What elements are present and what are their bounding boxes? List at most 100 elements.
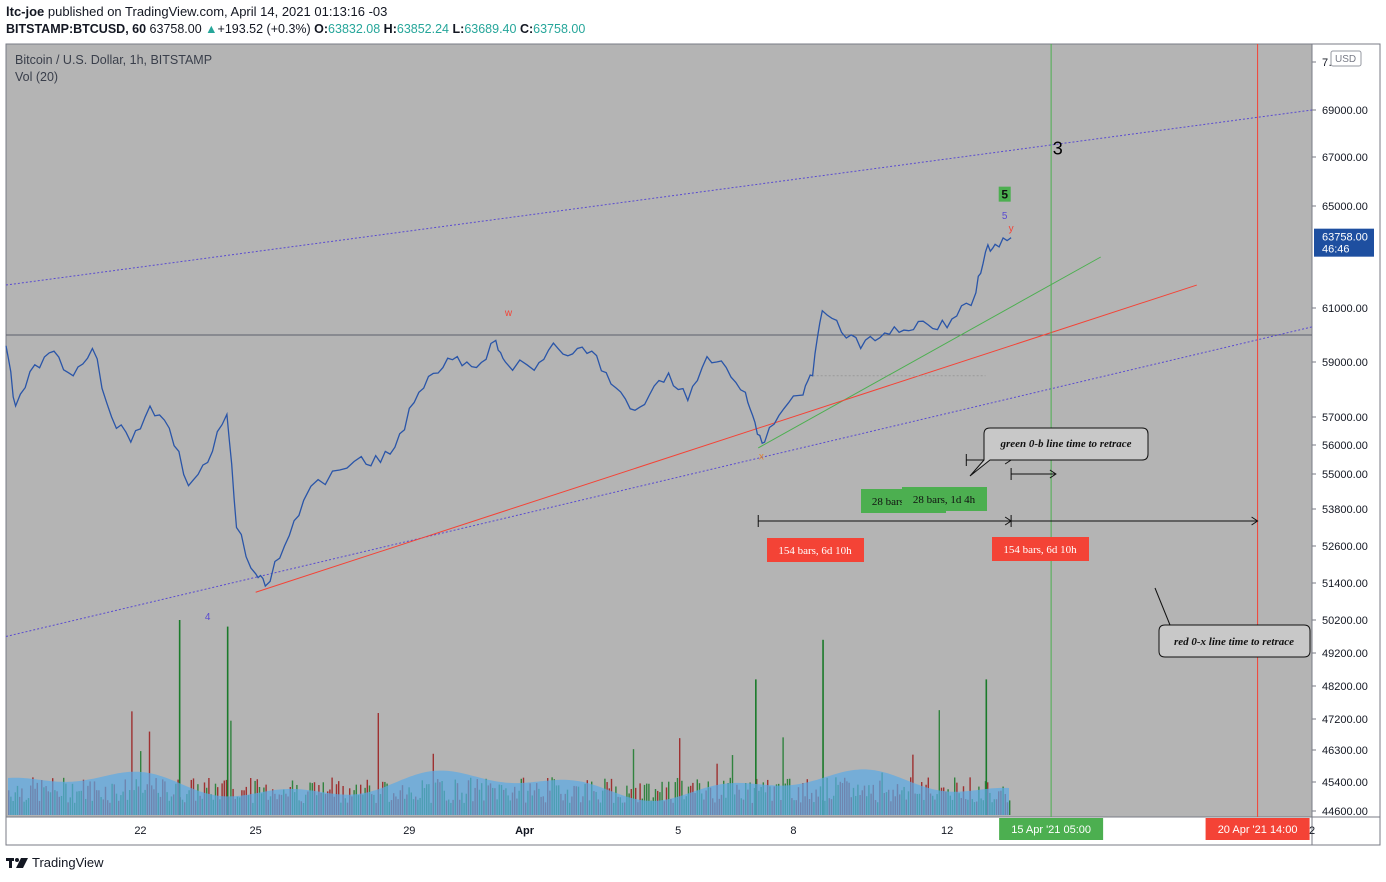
y-tick-label: 52600.00 [1322,541,1368,553]
x-tick-label: Apr [515,825,535,837]
chart-legend-title: Bitcoin / U.S. Dollar, 1h, BITSTAMP [15,53,213,67]
y-tick-label: 67000.00 [1322,152,1368,164]
volume-bar [632,749,635,815]
measure-arrow-red-2-head [1251,516,1259,526]
volume-spike-bar [178,620,181,815]
measure-label-green-2: 28 bars, 1d 4h [913,494,976,506]
symbol-label: BITSTAMP:BTCUSD, 60 [6,22,147,36]
volume-bar [646,783,648,815]
wave-label-5-box [998,186,1011,202]
current-price-label: 63758.00 [1322,232,1368,244]
y-tick-label: 65000.00 [1322,201,1368,213]
y-tick-label: 47200.00 [1322,714,1368,726]
x-tick-label: 22 [134,825,146,837]
volume-bar [639,783,641,815]
y-tick-label: 49200.00 [1322,648,1368,660]
measure-label-red-2: 154 bars, 6d 10h [1003,544,1077,556]
wave-label-3: 3 [1053,139,1063,159]
x-tick-label: 29 [403,825,415,837]
close-value: 63758.00 [533,22,586,36]
change-value: +193.52 (+0.3%) [217,22,311,36]
high-label: H: [383,22,397,36]
x-tick-label: 2 [1309,825,1315,837]
volume-ma-area [8,769,1009,815]
x-tick-label: 5 [675,825,681,837]
y-tick-label: 53800.00 [1322,504,1368,516]
date-tag-green [999,818,1104,840]
date-tag-label: 15 Apr '21 05:00 [1011,824,1091,836]
price-line[interactable] [5,237,1012,588]
y-tick-label: 56000.00 [1322,440,1368,452]
measure-arrow-green-2-head [1049,469,1057,479]
callout-red-pointer [1154,587,1171,626]
volume-bar [648,783,650,815]
volume-bar [676,777,679,815]
y-tick-label: 55000.00 [1322,469,1368,481]
y-tick-label: 50200.00 [1322,615,1368,627]
y-tick-label: 48200.00 [1322,681,1368,693]
y-tick-label: 57000.00 [1322,412,1368,424]
price-axis[interactable] [1312,44,1380,817]
author-name[interactable]: ltc-joe [6,4,45,19]
low-label: L: [452,22,465,36]
date-tag-red [1205,818,1310,840]
callout-red[interactable] [1158,624,1311,658]
y-tick-label: 59000.00 [1322,357,1368,369]
y-tick-label: 51400.00 [1322,578,1368,590]
measure-label-red-1: 154 bars, 6d 10h [778,545,852,557]
y-tick-label: 61000.00 [1322,303,1368,315]
date-tag-label: 20 Apr '21 14:00 [1218,824,1298,836]
tradingview-logo-icon [6,857,28,868]
y-tick-label: 44600.00 [1322,806,1368,818]
volume-bar [643,784,646,815]
x-tick-label: 25 [250,825,262,837]
volume-legend: Vol (20) [15,70,59,84]
volume-bar [782,737,784,815]
publish-info: published on TradingView.com, April 14, … [47,4,388,19]
volume-spike-bar [226,626,229,815]
volume-bar [661,781,663,815]
volume-spike-bar [822,639,824,815]
last-price: 63758.00 [149,22,202,36]
trend-line-green-0-b[interactable] [757,256,1101,449]
wave-label-5-small: 5 [1002,211,1008,222]
volume-spike-bar [985,679,988,815]
footer-brand[interactable]: TradingView [6,855,104,870]
trend-line-red-0-x[interactable] [255,284,1197,593]
y-tick-label: 45400.00 [1322,777,1368,789]
chart-border [5,43,1381,846]
measure-box-red-2 [992,537,1089,561]
volume-bar [938,710,940,815]
y-tick-label: 69000.00 [1322,105,1368,117]
wave-label-w: w [504,308,513,319]
close-label: C: [519,22,534,36]
wave-label-4: 4 [205,612,211,623]
countdown-label: 46:46 [1322,244,1350,256]
x-tick-label: 12 [941,825,953,837]
callout-green[interactable] [969,427,1149,477]
wave-label-5: 5 [1001,188,1008,202]
current-price-tag [1314,228,1374,257]
volume-spike-bar [755,679,757,815]
volume-bar [377,713,379,815]
footer-brand-label: TradingView [32,855,104,870]
open-label: O: [314,22,329,36]
volume-bar [131,711,133,815]
callout-red-text: red 0-x line time to retrace [1174,636,1294,648]
publish-line: ltc-joe published on TradingView.com, Ap… [6,4,387,19]
wave-label-x: x [759,452,764,463]
ohlc-line: BITSTAMP:BTCUSD, 60 63758.00 ▲+193.52 (+… [6,22,585,36]
x-tick-label: 8 [790,825,796,837]
currency-badge[interactable] [1330,50,1362,67]
wave-label-y: y [1009,224,1014,235]
measure-box-red-1 [767,538,864,562]
y-tick-label: 46300.00 [1322,745,1368,757]
volume-bar [679,738,681,815]
open-value: 63832.08 [328,22,381,36]
callout-green-text: green 0-b line time to retrace [999,438,1131,450]
volume-bar [230,720,232,815]
volume-bar [1009,800,1011,815]
low-value: 63689.40 [464,22,517,36]
time-axis[interactable] [6,817,1380,845]
